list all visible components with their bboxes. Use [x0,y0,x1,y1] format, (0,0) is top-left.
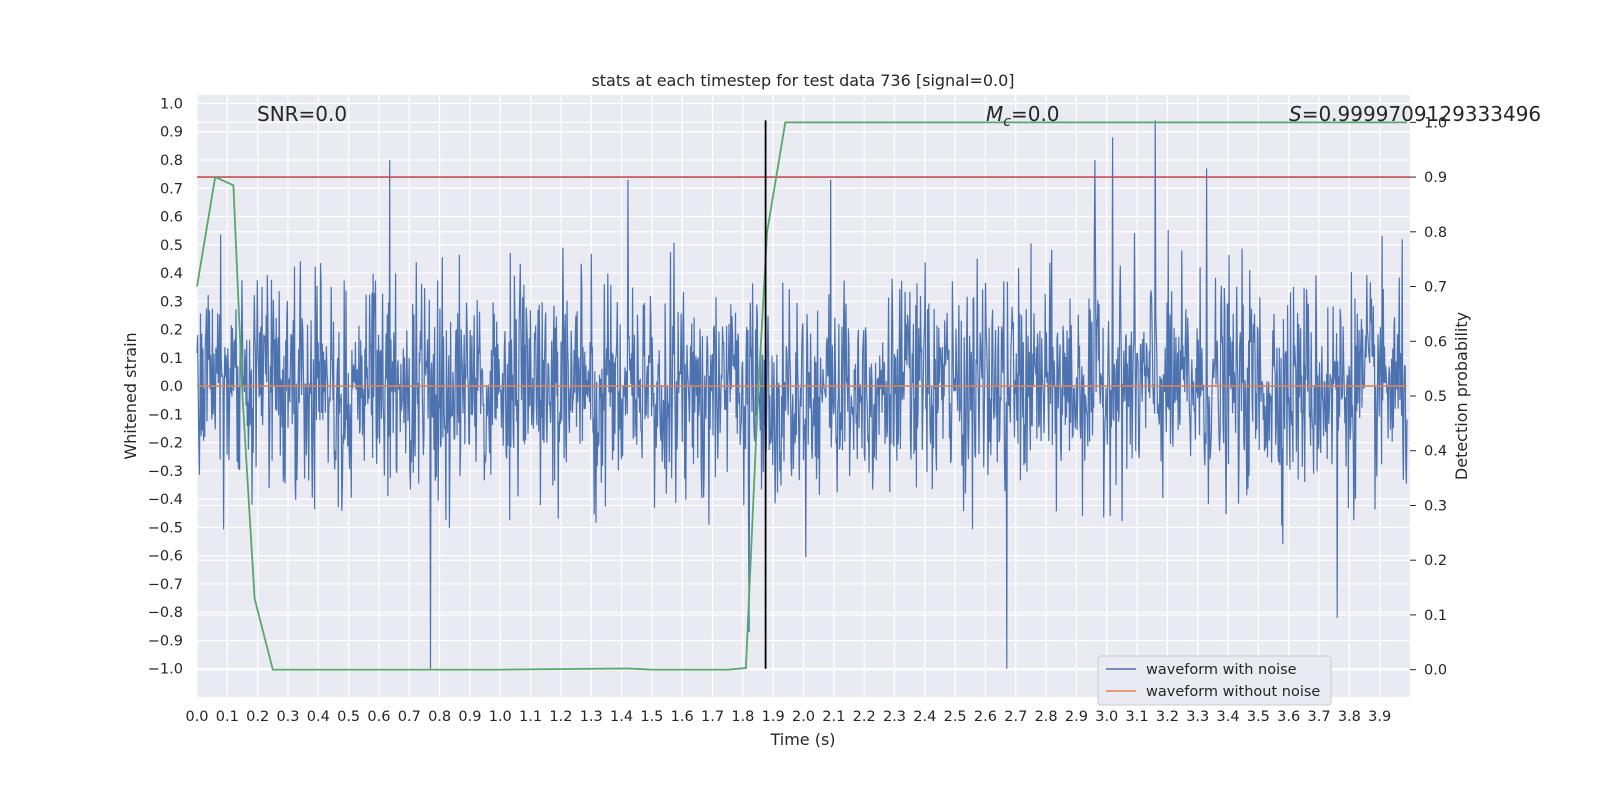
y2-tick-label: 0.9 [1424,170,1447,186]
x-tick-label: 2.9 [1065,709,1088,725]
y-tick-label: −0.7 [148,577,183,593]
x-tick-label: 0.3 [276,709,299,725]
y2-tick-label: 0.8 [1424,225,1447,241]
x-tick-label: 0.9 [458,709,481,725]
y-tick-label: −0.5 [148,520,183,536]
x-tick-label: 3.5 [1247,709,1270,725]
x-tick-label: 3.9 [1368,709,1391,725]
x-tick-label: 0.4 [307,709,330,725]
x-tick-label: 3.7 [1307,709,1330,725]
x-axis-label: Time (s) [769,730,835,749]
y2-tick-label: 0.4 [1424,444,1447,460]
y-tick-label: 0.7 [160,181,183,197]
x-tick-label: 3.1 [1126,709,1149,725]
mc-symbol: M [986,102,1003,126]
y-tick-label: 0.0 [160,379,183,395]
y2-tick-label: 0.7 [1424,280,1447,296]
x-tick-label: 0.8 [428,709,451,725]
y-tick-label: 0.2 [160,323,183,339]
x-tick-label: 2.5 [944,709,967,725]
y-tick-label: −0.1 [148,407,183,423]
x-ticks: 0.0 0.1 0.2 0.3 0.4 0.5 0.6 0.7 0.8 0.9 1.0 1.1 1.2 1… [185,709,1391,725]
y-axis-label: Whitened strain [121,332,140,459]
x-tick-label: 1.9 [762,709,785,725]
y2-tick-label: 0.2 [1424,553,1447,569]
y2-tick-label: 0.3 [1424,498,1447,514]
x-tick-label: 3.0 [1095,709,1118,725]
x-tick-label: 2.1 [822,709,845,725]
x-tick-label: 2.0 [792,709,815,725]
y-tick-label: −0.6 [148,549,183,565]
x-tick-label: 0.2 [246,709,269,725]
legend: waveform with noise waveform without noi… [1098,656,1331,705]
x-tick-label: 3.8 [1338,709,1361,725]
y-tick-label: 0.4 [160,266,183,282]
y2-axis-label: Detection probability [1452,312,1471,480]
mc-value: =0.0 [1011,102,1060,126]
y-tick-label: 0.1 [160,351,183,367]
y-tick-label: −0.9 [148,633,183,649]
x-tick-label: 0.0 [185,709,208,725]
x-tick-label: 2.3 [883,709,906,725]
x-tick-label: 2.4 [913,709,936,725]
y-tick-label: −0.4 [148,492,183,508]
x-tick-label: 2.7 [1004,709,1027,725]
y2-tick-label: 0.0 [1424,663,1447,679]
s-symbol: S [1289,102,1302,126]
x-tick-label: 3.6 [1277,709,1300,725]
y2-tick-label: 0.1 [1424,608,1447,624]
y-tick-label: 0.8 [160,153,183,169]
x-tick-label: 1.0 [489,709,512,725]
x-tick-label: 0.1 [216,709,239,725]
y-tick-label: 0.3 [160,294,183,310]
chirp-mass-annotation: Mc=0.0 [986,102,1060,130]
x-tick-label: 1.3 [580,709,603,725]
x-tick-label: 3.2 [1156,709,1179,725]
x-tick-label: 1.7 [701,709,724,725]
x-tick-label: 0.6 [367,709,390,725]
x-tick-label: 1.5 [640,709,663,725]
y-ticks: 1.0 0.9 0.8 0.7 0.6 0.5 0.4 0.3 0.2 0.1 0.0 −0.1 −0.… [148,96,183,677]
x-tick-label: 1.6 [671,709,694,725]
x-tick-label: 1.4 [610,709,633,725]
snr-annotation: SNR=0.0 [257,102,347,126]
x-tick-label: 0.7 [398,709,421,725]
y-tick-label: 0.9 [160,125,183,141]
y-tick-label: −0.2 [148,436,183,452]
x-tick-label: 1.1 [519,709,542,725]
y-tick-label: −1.0 [148,662,183,678]
x-tick-label: 3.4 [1217,709,1240,725]
x-tick-label: 2.6 [974,709,997,725]
y2-ticks: 1.00.90.80.70.60.50.40.30.20.10.0 [1410,115,1447,678]
x-tick-label: 2.2 [853,709,876,725]
x-tick-label: 1.8 [731,709,754,725]
y-tick-label: −0.8 [148,605,183,621]
x-tick-label: 3.3 [1186,709,1209,725]
y-tick-label: −0.3 [148,464,183,480]
y-tick-label: 1.0 [160,96,183,112]
s-value: =0.9999709129333496 [1302,102,1541,126]
x-tick-label: 1.2 [549,709,572,725]
legend-label-noise: waveform with noise [1146,662,1297,678]
chart-title: stats at each timestep for test data 736… [591,71,1014,90]
x-tick-label: 0.5 [337,709,360,725]
y-tick-label: 0.6 [160,210,183,226]
statistic-annotation: S=0.9999709129333496 [1289,102,1541,126]
y-tick-label: 0.5 [160,238,183,254]
y2-tick-label: 0.6 [1424,334,1447,350]
legend-label-clean: waveform without noise [1146,684,1320,700]
y2-tick-label: 0.5 [1424,389,1447,405]
x-tick-label: 2.8 [1035,709,1058,725]
chart: stats at each timestep for test data 736… [0,0,1600,800]
